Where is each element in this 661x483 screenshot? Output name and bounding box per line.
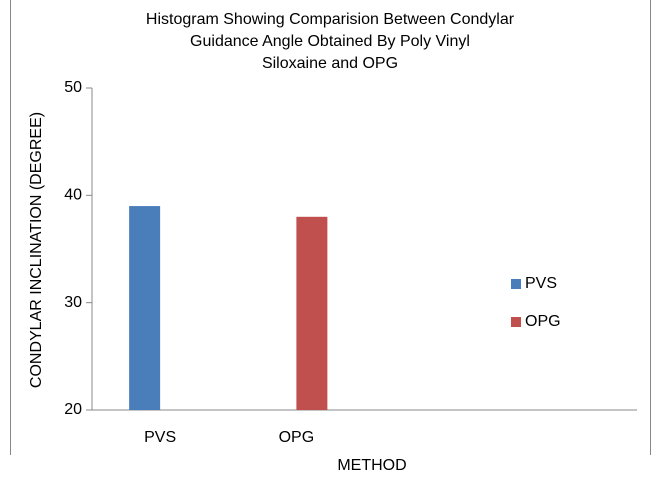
y-tick-label: 30 bbox=[64, 294, 82, 311]
chart-title: Siloxaine and OPG bbox=[262, 55, 398, 72]
y-tick-label: 20 bbox=[64, 401, 82, 418]
bar bbox=[296, 216, 328, 410]
legend-label: OPG bbox=[525, 313, 561, 330]
x-axis-label: METHOD bbox=[337, 457, 406, 474]
legend-swatch bbox=[511, 279, 521, 289]
legend-label: PVS bbox=[525, 275, 557, 292]
y-axis-label: CONDYLAR INCLINATION (DEGREE) bbox=[28, 112, 45, 388]
x-tick-label: PVS bbox=[144, 429, 176, 446]
y-tick-label: 40 bbox=[64, 187, 82, 204]
y-tick-label: 50 bbox=[64, 79, 82, 96]
x-tick-label: OPG bbox=[279, 429, 315, 446]
chart-title: Guidance Angle Obtained By Poly Vinyl bbox=[190, 33, 470, 50]
legend-swatch bbox=[511, 317, 521, 327]
frame bbox=[10, 0, 651, 455]
chart-title: Histogram Showing Comparision Between Co… bbox=[146, 11, 515, 28]
bar bbox=[129, 206, 161, 410]
